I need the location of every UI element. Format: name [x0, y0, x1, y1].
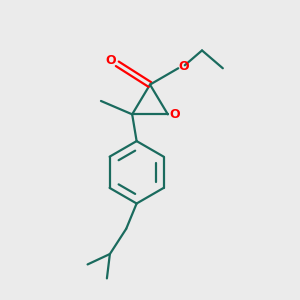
Text: O: O: [169, 108, 180, 121]
Text: O: O: [106, 54, 116, 67]
Text: O: O: [178, 60, 189, 73]
